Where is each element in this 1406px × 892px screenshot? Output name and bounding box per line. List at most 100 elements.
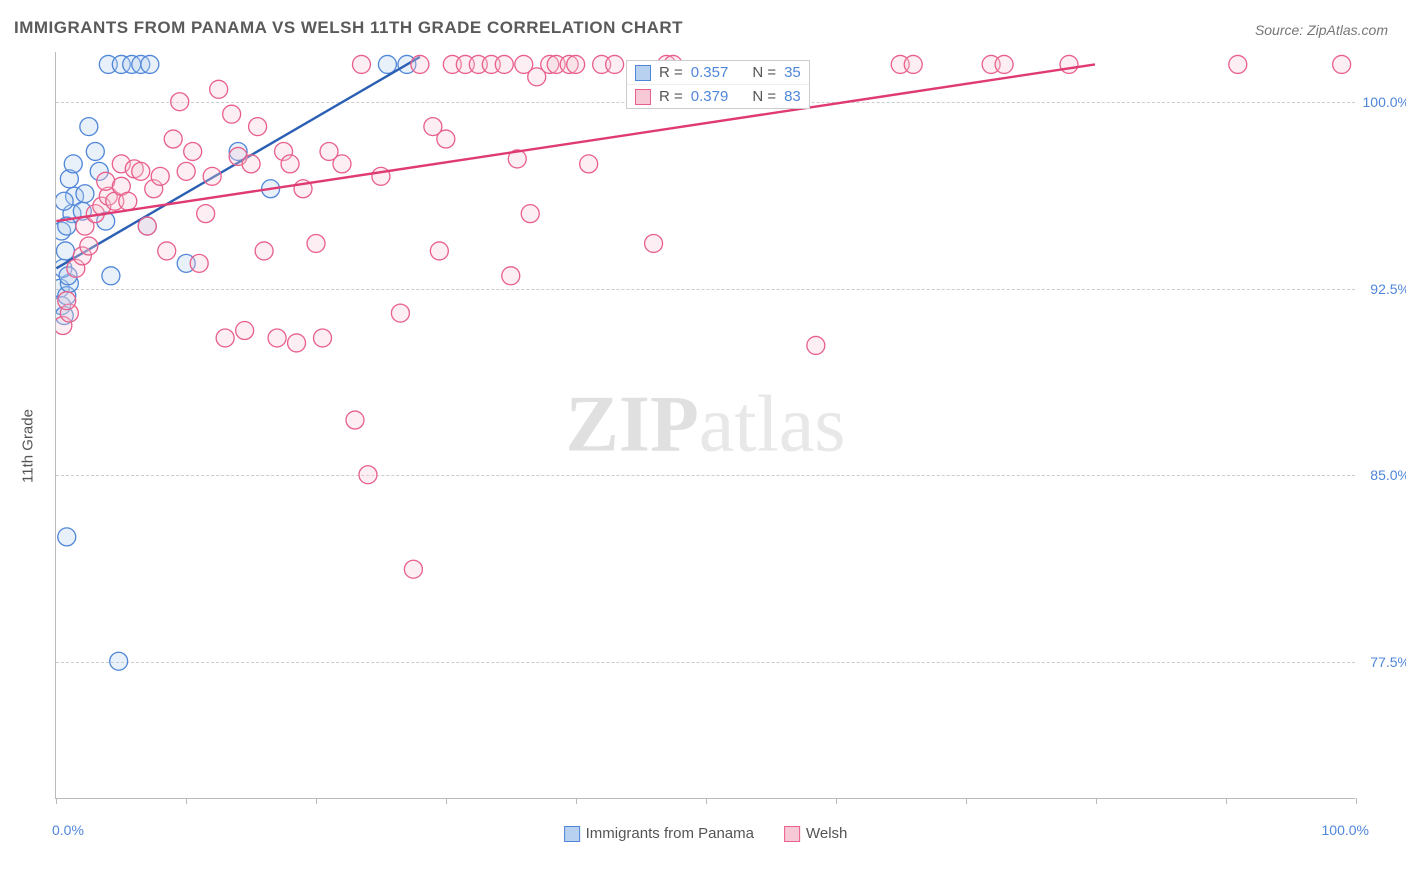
scatter-point bbox=[288, 334, 306, 352]
legend-stats-row: R = 0.379 N = 83 bbox=[627, 84, 809, 108]
plot-area: ZIPatlas 100.0%92.5%85.0%77.5% R = 0.357… bbox=[55, 52, 1355, 799]
legend-label: Welsh bbox=[806, 825, 847, 842]
scatter-point bbox=[60, 304, 78, 322]
scatter-point bbox=[64, 155, 82, 173]
y-tick-label: 100.0% bbox=[1363, 94, 1406, 110]
scatter-point bbox=[469, 55, 487, 73]
scatter-point bbox=[73, 247, 91, 265]
scatter-point bbox=[177, 162, 195, 180]
scatter-point bbox=[904, 55, 922, 73]
scatter-point bbox=[541, 55, 559, 73]
scatter-point bbox=[60, 274, 78, 292]
legend-item: Welsh bbox=[784, 825, 847, 842]
legend-stats-row: R = 0.357 N = 35 bbox=[627, 61, 809, 84]
scatter-point bbox=[333, 155, 351, 173]
scatter-point bbox=[249, 118, 267, 136]
scatter-point bbox=[242, 155, 260, 173]
scatter-point bbox=[606, 55, 624, 73]
watermark-rest: atlas bbox=[699, 381, 846, 469]
grid-line bbox=[56, 662, 1355, 663]
scatter-point bbox=[86, 142, 104, 160]
scatter-point bbox=[411, 55, 429, 73]
legend-swatch-icon bbox=[564, 826, 580, 842]
chart-title: IMMIGRANTS FROM PANAMA VS WELSH 11TH GRA… bbox=[14, 18, 683, 38]
scatter-point bbox=[76, 185, 94, 203]
n-label: N = bbox=[752, 64, 776, 81]
x-tick bbox=[966, 798, 967, 804]
scatter-point bbox=[97, 212, 115, 230]
scatter-point bbox=[307, 234, 325, 252]
scatter-point bbox=[56, 307, 73, 325]
scatter-point bbox=[294, 180, 312, 198]
scatter-point bbox=[58, 292, 76, 310]
scatter-point bbox=[56, 297, 71, 315]
scatter-point bbox=[275, 142, 293, 160]
scatter-point bbox=[268, 329, 286, 347]
scatter-point bbox=[58, 528, 76, 546]
scatter-point bbox=[982, 55, 1000, 73]
x-tick-label-left: 0.0% bbox=[52, 822, 84, 838]
scatter-point bbox=[97, 172, 115, 190]
scatter-point bbox=[281, 155, 299, 173]
scatter-point bbox=[223, 105, 241, 123]
scatter-point bbox=[378, 55, 396, 73]
scatter-point bbox=[112, 177, 130, 195]
scatter-point bbox=[112, 155, 130, 173]
y-tick-label: 85.0% bbox=[1370, 467, 1406, 483]
scatter-point bbox=[203, 167, 221, 185]
x-tick bbox=[1356, 798, 1357, 804]
scatter-point bbox=[404, 560, 422, 578]
scatter-point bbox=[151, 167, 169, 185]
n-label: N = bbox=[752, 88, 776, 105]
x-tick bbox=[706, 798, 707, 804]
scatter-point bbox=[502, 267, 520, 285]
x-tick-label-right: 100.0% bbox=[1322, 822, 1369, 838]
scatter-point bbox=[56, 242, 74, 260]
scatter-point bbox=[125, 160, 143, 178]
scatter-point bbox=[508, 150, 526, 168]
scatter-point bbox=[314, 329, 332, 347]
scatter-point bbox=[184, 142, 202, 160]
scatter-point bbox=[86, 205, 104, 223]
scatter-point bbox=[995, 55, 1013, 73]
scatter-point bbox=[141, 55, 159, 73]
scatter-point bbox=[132, 162, 150, 180]
r-value: 0.379 bbox=[691, 88, 729, 105]
scatter-point bbox=[560, 55, 578, 73]
scatter-point bbox=[515, 55, 533, 73]
scatter-point bbox=[1333, 55, 1351, 73]
scatter-point bbox=[112, 55, 130, 73]
scatter-point bbox=[229, 147, 247, 165]
scatter-point bbox=[190, 254, 208, 272]
scatter-point bbox=[67, 259, 85, 277]
scatter-point bbox=[63, 205, 81, 223]
scatter-point bbox=[138, 217, 156, 235]
scatter-point bbox=[60, 170, 78, 188]
scatter-point bbox=[99, 55, 117, 73]
legend-stats: R = 0.357 N = 35 R = 0.379 N = 83 bbox=[626, 60, 810, 109]
y-tick-label: 77.5% bbox=[1370, 654, 1406, 670]
scatter-point bbox=[567, 55, 585, 73]
scatter-point bbox=[236, 322, 254, 340]
n-value: 35 bbox=[784, 64, 801, 81]
scatter-point bbox=[123, 55, 141, 73]
scatter-point bbox=[1060, 55, 1078, 73]
scatter-point bbox=[56, 317, 72, 335]
x-tick bbox=[186, 798, 187, 804]
legend-label: Immigrants from Panama bbox=[586, 825, 754, 842]
n-value: 83 bbox=[784, 88, 801, 105]
x-tick bbox=[316, 798, 317, 804]
scatter-point bbox=[398, 55, 416, 73]
scatter-point bbox=[102, 267, 120, 285]
scatter-point bbox=[90, 162, 108, 180]
scatter-point bbox=[891, 55, 909, 73]
scatter-point bbox=[320, 142, 338, 160]
scatter-point bbox=[106, 192, 124, 210]
scatter-point bbox=[177, 254, 195, 272]
scatter-point bbox=[807, 336, 825, 354]
scatter-point bbox=[138, 217, 156, 235]
scatter-point bbox=[197, 205, 215, 223]
scatter-point bbox=[430, 242, 448, 260]
scatter-point bbox=[56, 192, 73, 210]
scatter-point bbox=[645, 234, 663, 252]
